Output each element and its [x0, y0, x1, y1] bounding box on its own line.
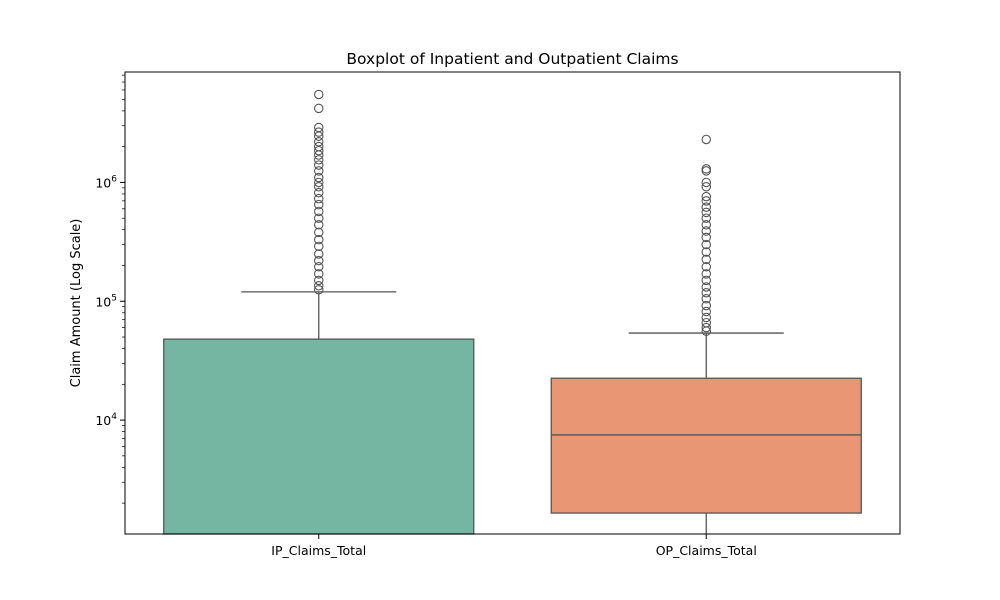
x-tick-label: OP_Claims_Total — [656, 543, 757, 558]
outlier-point — [313, 141, 324, 152]
outlier-point — [701, 269, 711, 279]
outlier-point — [701, 322, 711, 333]
box-group — [550, 134, 862, 534]
y-tick-label: 104 — [95, 412, 117, 428]
outlier-point — [313, 127, 324, 137]
outlier-point — [313, 249, 324, 259]
outlier-point — [701, 207, 711, 218]
outlier-point — [701, 300, 711, 311]
outlier-point — [701, 177, 711, 188]
outlier-point — [313, 193, 324, 204]
outlier-point — [701, 275, 711, 286]
y-tick-label: 106 — [95, 174, 117, 190]
outlier-point — [313, 160, 324, 170]
outlier-point — [701, 166, 711, 176]
outlier-point — [313, 103, 324, 114]
outlier-point — [313, 285, 324, 295]
outlier-point — [701, 293, 711, 304]
outlier-point — [701, 239, 711, 250]
outlier-point — [701, 220, 711, 230]
outlier-point — [313, 281, 324, 291]
outlier-point — [701, 164, 711, 174]
outlier-point — [313, 241, 324, 252]
outlier-point — [701, 247, 711, 257]
outlier-point — [701, 306, 711, 317]
y-tick-label: 105 — [95, 293, 117, 309]
outlier-point — [313, 122, 324, 133]
outlier-point — [313, 269, 324, 279]
outlier-point — [313, 155, 324, 165]
outlier-point — [701, 191, 711, 202]
outlier-point — [701, 254, 711, 265]
outlier-point — [313, 275, 324, 286]
outlier-point — [313, 199, 324, 210]
plot-frame — [124, 71, 901, 535]
outlier-point — [313, 187, 324, 198]
outlier-point — [313, 213, 324, 223]
outlier-point — [701, 196, 711, 206]
outlier-point — [701, 213, 711, 223]
outlier-point — [313, 89, 324, 100]
outlier-point — [313, 137, 324, 147]
outlier-point — [313, 177, 324, 188]
outlier-point — [701, 181, 711, 192]
outlier-point — [313, 181, 324, 192]
box-body — [163, 338, 475, 535]
outlier-point — [313, 255, 324, 266]
y-axis: 104 105 106 IP_Claims_Total OP_Claims_Total — [95, 74, 757, 558]
y-axis-label: Claim Amount (Log Scale) — [69, 219, 84, 388]
x-tick-label: IP_Claims_Total — [271, 543, 366, 558]
outlier-point — [701, 226, 711, 236]
outlier-point — [701, 134, 711, 145]
outlier-point — [313, 172, 324, 183]
outlier-point — [313, 166, 324, 176]
outlier-point — [701, 287, 711, 298]
outlier-point — [701, 202, 711, 212]
outlier-point — [313, 206, 324, 217]
outlier-point — [701, 312, 711, 323]
outlier-point — [701, 262, 711, 272]
plot-area — [163, 89, 862, 535]
outlier-point — [701, 282, 711, 292]
outlier-point — [313, 227, 324, 238]
outlier-point — [313, 262, 324, 272]
outlier-point — [313, 220, 324, 230]
outlier-point — [701, 232, 711, 243]
chart-title: Boxplot of Inpatient and Outpatient Clai… — [346, 50, 678, 68]
outlier-point — [313, 234, 324, 245]
outlier-point — [701, 317, 711, 328]
box-group — [163, 89, 475, 535]
box-body — [550, 377, 862, 514]
